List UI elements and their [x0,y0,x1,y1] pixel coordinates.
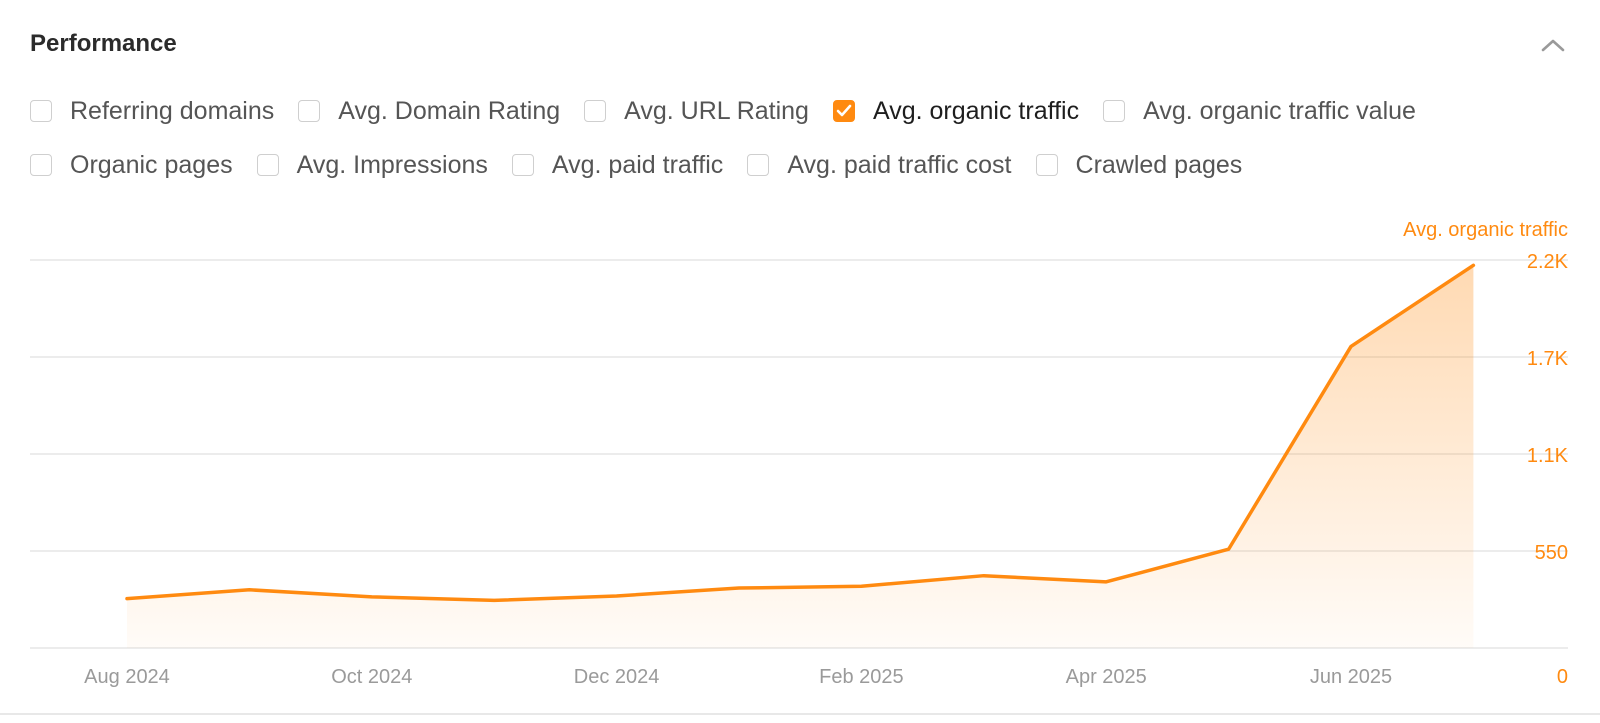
metric-checkbox-item[interactable]: Avg. Impressions [256,150,488,180]
panel-title: Performance [30,30,177,57]
metric-row: Organic pages Avg. Impressions Avg. paid t… [30,146,1580,184]
collapse-button[interactable] [1538,30,1568,60]
metric-checkbox-item[interactable]: Avg. URL Rating [584,97,809,126]
y-tick-label: 550 [1535,542,1568,564]
metric-checkbox-item[interactable]: Referring domains [30,97,274,126]
y-tick-label: 1.7K [1527,348,1569,370]
y-axis-title: Avg. organic traffic [1403,219,1568,241]
metric-checkbox-item[interactable]: Organic pages [30,151,233,180]
checkbox[interactable] [584,100,607,122]
x-tick-label: Oct 2024 [331,666,412,688]
metric-label: Avg. paid traffic [551,150,724,179]
x-tick-label: Jun 2025 [1310,666,1392,688]
metric-checkbox-item[interactable]: Avg. paid traffic cost [747,150,1012,180]
checkbox[interactable] [298,100,321,122]
metric-checkbox-item[interactable]: Avg. organic traffic value [1103,97,1416,126]
checkbox[interactable] [30,154,52,176]
metric-checkbox-item[interactable]: Crawled pages [1035,150,1243,180]
series-line [125,263,1476,603]
chevron-up-icon [1541,39,1565,52]
y-tick-label: 0 [1557,666,1568,688]
x-tick-label: Apr 2025 [1066,666,1147,688]
metric-label: Organic pages [70,150,233,179]
y-tick-label: 1.1K [1527,445,1569,467]
metric-label: Avg. organic traffic [872,96,1080,125]
metric-checkbox-item[interactable]: Avg. organic traffic [832,96,1080,126]
divider [0,713,1600,715]
series-area [127,265,1474,648]
metric-checkbox-item[interactable]: Avg. Domain Rating [298,97,560,126]
checkbox-checked[interactable] [832,100,855,122]
x-tick-label: Aug 2024 [84,666,170,688]
metric-label: Avg. organic traffic value [1143,96,1416,125]
metric-label: Crawled pages [1075,150,1243,179]
metric-checkbox-item[interactable]: Avg. paid traffic [511,150,724,180]
checkbox[interactable] [747,154,770,176]
metric-label: Avg. Impressions [296,150,488,179]
x-tick-label: Feb 2025 [819,666,904,688]
metric-label: Avg. paid traffic cost [787,150,1012,179]
metric-label: Avg. Domain Rating [338,96,561,125]
checkbox[interactable] [1103,100,1126,122]
checkbox[interactable] [30,100,52,122]
metric-label: Avg. URL Rating [624,96,809,125]
checkbox[interactable] [511,154,534,176]
x-tick-label: Dec 2024 [574,666,660,688]
metric-selector: Referring domains Avg. Domain Rating Avg. … [30,92,1580,200]
metric-row: Referring domains Avg. Domain Rating Avg. … [30,92,1580,130]
checkmark-icon [836,104,852,117]
y-tick-label: 2.2K [1527,251,1569,273]
checkbox[interactable] [256,154,279,176]
checkbox[interactable] [1035,154,1058,176]
metric-label: Referring domains [70,96,275,125]
